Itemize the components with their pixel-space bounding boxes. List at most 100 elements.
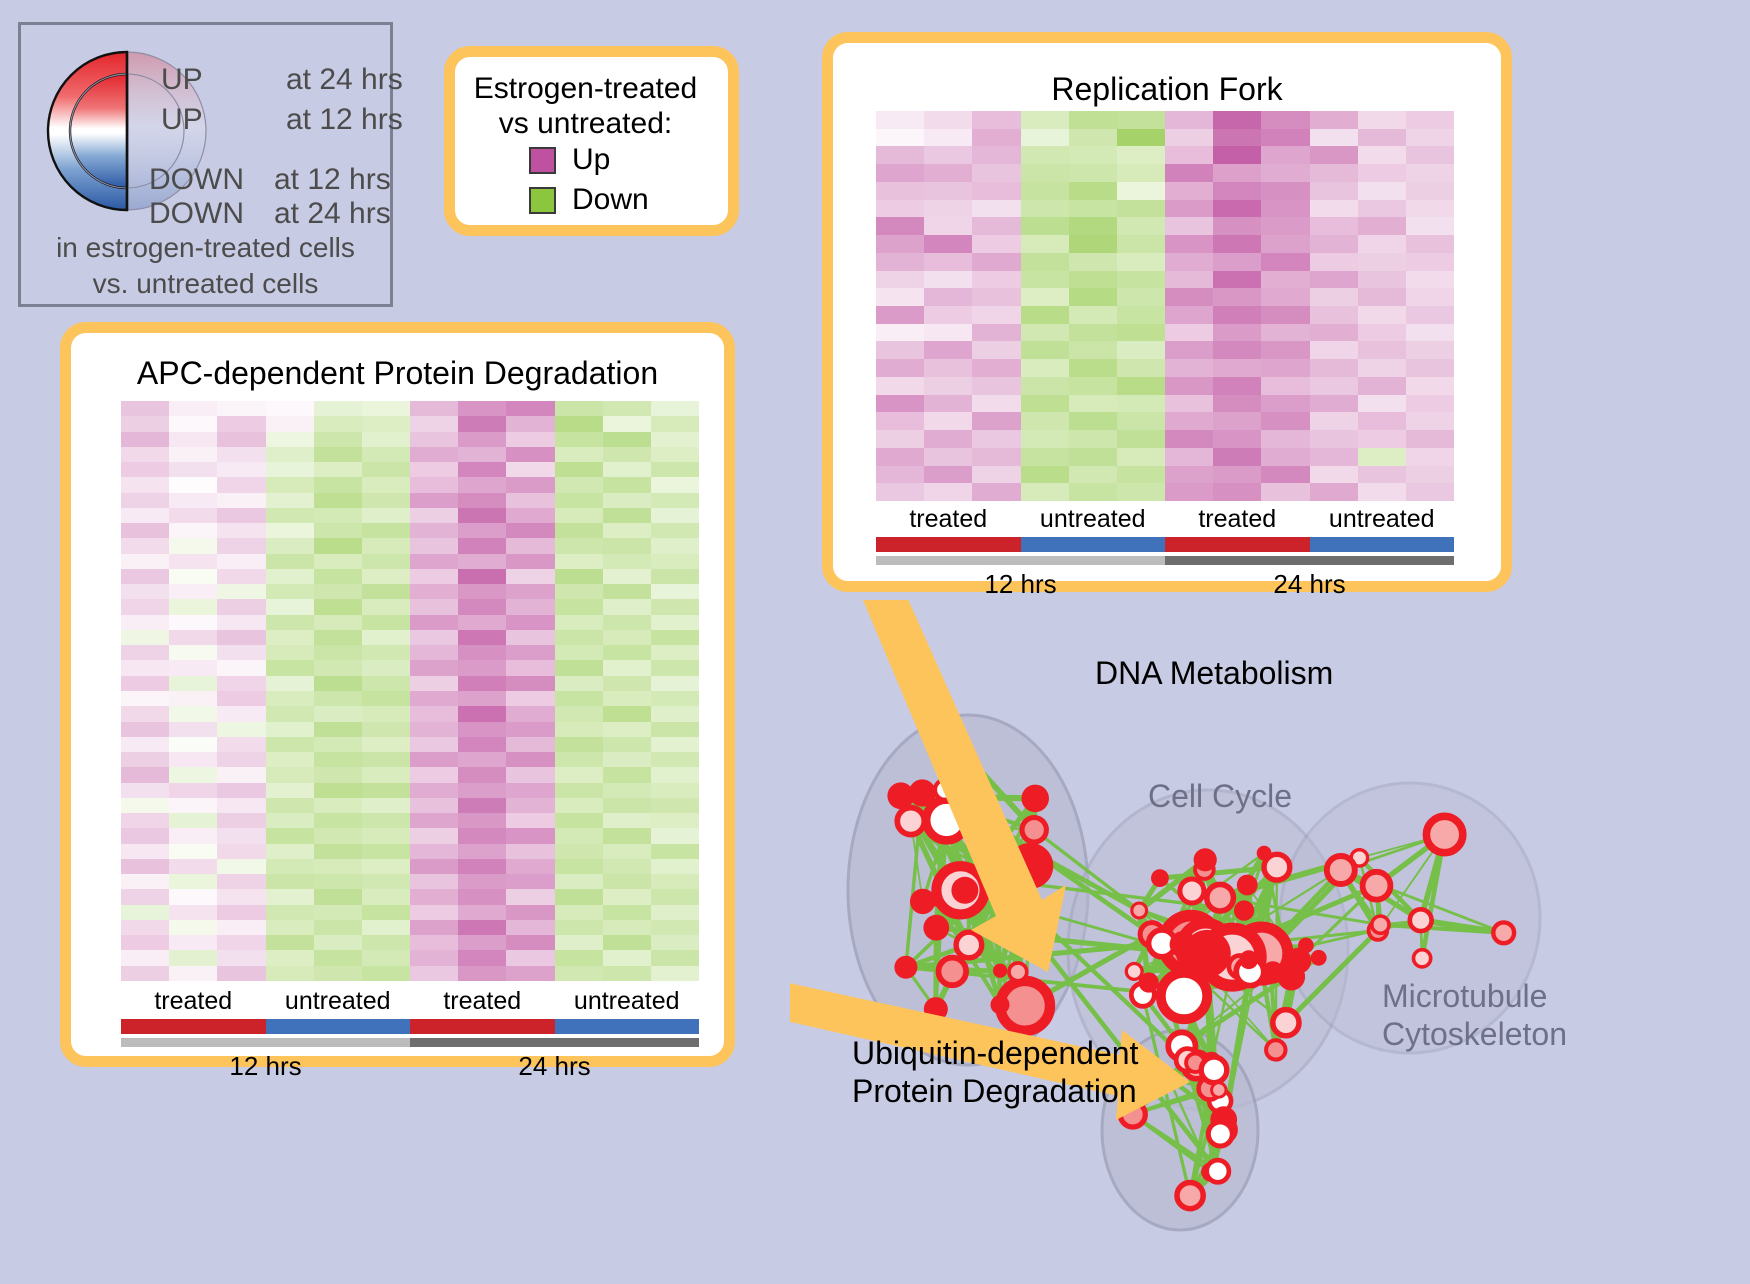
- heatmap-cell: [1310, 235, 1358, 253]
- network-node[interactable]: [1194, 848, 1217, 871]
- heatmap-cell: [314, 813, 362, 828]
- heatmap-cell: [603, 447, 651, 462]
- heatmap-cell: [1358, 377, 1406, 395]
- network-node[interactable]: [1161, 973, 1207, 1019]
- heatmap-cell: [651, 416, 699, 431]
- network-node[interactable]: [1273, 1010, 1299, 1036]
- heatmap-cell: [1406, 306, 1454, 324]
- heatmap-cell: [1406, 288, 1454, 306]
- heatmap-cell: [555, 416, 603, 431]
- heatmap-cell: [506, 844, 554, 859]
- heatmap-cell: [651, 462, 699, 477]
- time-label: 12 hrs: [876, 569, 1165, 600]
- heatmap-cell: [458, 630, 506, 645]
- heatmap-cell: [362, 752, 410, 767]
- network-node[interactable]: [1180, 879, 1204, 903]
- heatmap-cell: [924, 235, 972, 253]
- network-node[interactable]: [1311, 950, 1327, 966]
- network-node[interactable]: [956, 932, 982, 958]
- heatmap-cell: [972, 253, 1020, 271]
- network-node[interactable]: [909, 779, 936, 806]
- heatmap-cell: [1213, 253, 1261, 271]
- heatmap-cell: [362, 462, 410, 477]
- network-node[interactable]: [923, 915, 949, 941]
- heatmap-cell: [876, 129, 924, 147]
- network-node[interactable]: [1207, 1160, 1229, 1182]
- network-node[interactable]: [1363, 872, 1391, 900]
- heatmap-cell: [555, 538, 603, 553]
- network-node[interactable]: [1009, 963, 1027, 981]
- heatmap-cell: [651, 752, 699, 767]
- heatmap-cell: [121, 630, 169, 645]
- heatmap-cell: [603, 615, 651, 630]
- heatmap-cell: [1165, 377, 1213, 395]
- heatmap-cell: [1406, 466, 1454, 484]
- heatmap-cell: [972, 217, 1020, 235]
- network-node[interactable]: [1139, 972, 1159, 992]
- network-node[interactable]: [1201, 1057, 1227, 1083]
- heatmap-cell: [651, 584, 699, 599]
- network-node[interactable]: [1208, 1122, 1232, 1146]
- network-node[interactable]: [1426, 816, 1462, 852]
- network-node[interactable]: [928, 892, 942, 906]
- heatmap-cell: [1358, 288, 1406, 306]
- network-node[interactable]: [894, 956, 917, 979]
- heatmap-cell: [1117, 271, 1165, 289]
- network-node[interactable]: [939, 958, 967, 986]
- heatmap-cell: [506, 737, 554, 752]
- heatmap-cell: [1117, 483, 1165, 501]
- network-node[interactable]: [951, 877, 978, 904]
- heatmap-cell: [458, 722, 506, 737]
- heatmap-cell: [1261, 253, 1309, 271]
- network-node[interactable]: [1170, 931, 1197, 958]
- group-label: untreated: [1310, 505, 1455, 534]
- heatmap-cell: [651, 569, 699, 584]
- network-node[interactable]: [1327, 856, 1355, 884]
- network-node[interactable]: [1022, 818, 1046, 842]
- time-label: 24 hrs: [410, 1051, 699, 1082]
- heatmap-cell: [266, 706, 314, 721]
- network-node[interactable]: [1414, 950, 1431, 967]
- heatmap-cell: [603, 920, 651, 935]
- heatmap-cell: [972, 288, 1020, 306]
- heatmap-cell: [972, 430, 1020, 448]
- network-node[interactable]: [1234, 900, 1254, 920]
- network-node[interactable]: [1151, 869, 1169, 887]
- heatmap-cell: [266, 508, 314, 523]
- heatmap-cell: [121, 508, 169, 523]
- network-node[interactable]: [1212, 1083, 1226, 1097]
- network-node[interactable]: [991, 995, 1010, 1014]
- heatmap-cell: [121, 462, 169, 477]
- network-node[interactable]: [1372, 916, 1389, 933]
- heatmap-cell: [1406, 359, 1454, 377]
- heatmap-cell: [266, 615, 314, 630]
- network-node[interactable]: [897, 808, 924, 835]
- network-node[interactable]: [1493, 922, 1514, 943]
- heatmap-cell: [266, 660, 314, 675]
- network-node[interactable]: [993, 964, 1007, 978]
- network-node[interactable]: [1264, 854, 1290, 880]
- network-node[interactable]: [1285, 948, 1311, 974]
- network-node[interactable]: [1239, 950, 1258, 969]
- heatmap-cell: [314, 874, 362, 889]
- network-node[interactable]: [1126, 964, 1142, 980]
- heatmap-cell: [506, 935, 554, 950]
- network-node[interactable]: [1132, 903, 1147, 918]
- network-node[interactable]: [1237, 875, 1258, 896]
- network-node[interactable]: [1177, 1183, 1203, 1209]
- network-node[interactable]: [1266, 1040, 1285, 1059]
- network-node[interactable]: [1021, 785, 1049, 813]
- heatmap-cell: [169, 950, 217, 965]
- heatmap-cell: [1117, 448, 1165, 466]
- heatmap-cell: [651, 493, 699, 508]
- heatmap-cell: [169, 447, 217, 462]
- treatment-bar: [555, 1019, 700, 1034]
- network-node[interactable]: [1410, 909, 1432, 931]
- network-node[interactable]: [1207, 884, 1234, 911]
- heatmap-cell: [876, 200, 924, 218]
- heatmap-cell: [217, 828, 265, 843]
- heatmap-cell: [651, 615, 699, 630]
- heatmap-cell: [555, 874, 603, 889]
- heatmap-cell: [1213, 395, 1261, 413]
